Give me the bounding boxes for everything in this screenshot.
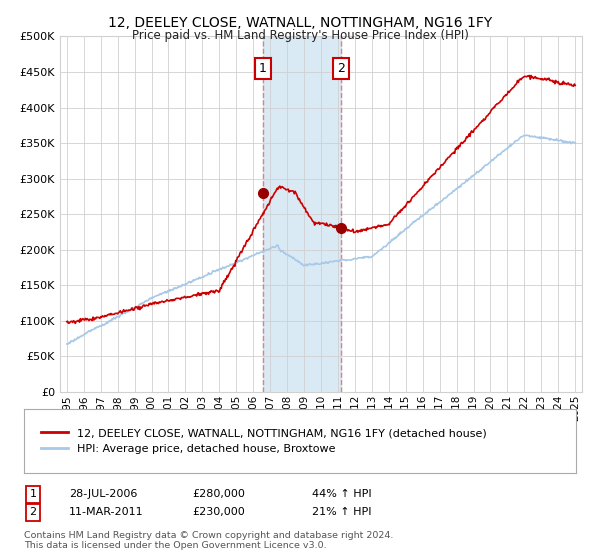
Text: 1: 1: [259, 62, 267, 75]
Text: £280,000: £280,000: [192, 489, 245, 500]
Bar: [263, 36, 341, 392]
Text: 21% ↑ HPI: 21% ↑ HPI: [312, 507, 371, 517]
Text: 12, DEELEY CLOSE, WATNALL, NOTTINGHAM, NG16 1FY: 12, DEELEY CLOSE, WATNALL, NOTTINGHAM, N…: [108, 16, 492, 30]
Text: 2: 2: [337, 62, 345, 75]
Text: 1: 1: [29, 489, 37, 500]
Text: Contains HM Land Registry data © Crown copyright and database right 2024.
This d: Contains HM Land Registry data © Crown c…: [24, 531, 394, 550]
Text: £230,000: £230,000: [192, 507, 245, 517]
Legend: 12, DEELEY CLOSE, WATNALL, NOTTINGHAM, NG16 1FY (detached house), HPI: Average p: 12, DEELEY CLOSE, WATNALL, NOTTINGHAM, N…: [35, 423, 493, 459]
Text: Price paid vs. HM Land Registry's House Price Index (HPI): Price paid vs. HM Land Registry's House …: [131, 29, 469, 42]
Text: 2: 2: [29, 507, 37, 517]
Text: 44% ↑ HPI: 44% ↑ HPI: [312, 489, 371, 500]
Text: 28-JUL-2006: 28-JUL-2006: [69, 489, 137, 500]
Text: 11-MAR-2011: 11-MAR-2011: [69, 507, 143, 517]
